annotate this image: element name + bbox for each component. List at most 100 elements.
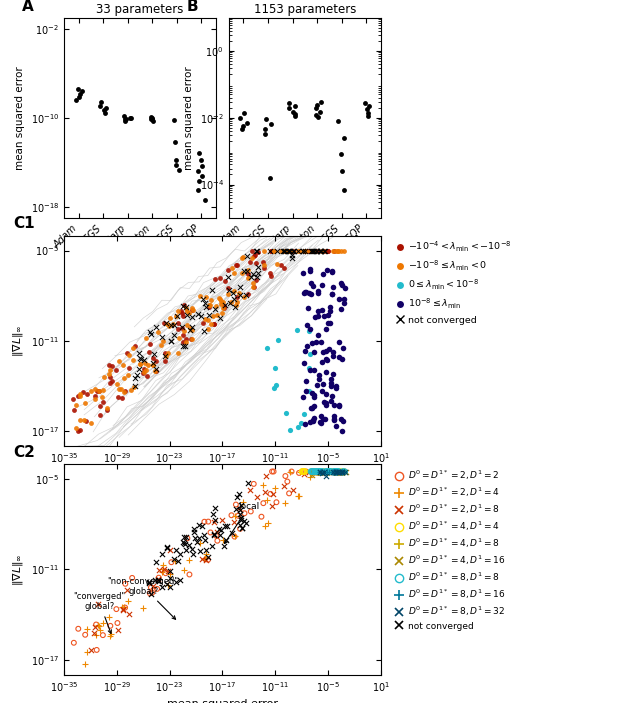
Point [312,380,322,391]
Point [318,466,328,477]
Point [331,466,341,477]
Point [220,299,230,311]
Point [94,621,104,632]
Point [313,285,323,297]
Point [230,302,240,313]
Point [197,553,207,565]
Point [193,533,204,544]
Point [316,466,326,477]
Point [292,421,303,432]
Point [262,494,272,505]
Point [237,268,248,279]
Point [160,356,170,367]
Point [246,506,256,517]
Point [332,466,342,477]
X-axis label: method: method [120,264,160,274]
Point [312,466,322,477]
Point [179,538,189,549]
Point [135,358,145,369]
Point [243,269,253,280]
Point [223,283,233,294]
Point [319,466,329,477]
Point [201,548,211,560]
Point [200,534,210,546]
Point [235,508,245,520]
Point [148,359,159,370]
Point [106,361,116,372]
Point [216,295,226,307]
Point [243,265,253,276]
Point [326,378,336,389]
Text: A: A [21,0,33,13]
Point [308,392,319,403]
Point [316,245,326,256]
Point [337,354,347,365]
Point [218,302,228,314]
Point [276,260,286,271]
Point [187,333,197,344]
Point [297,466,307,477]
Point [189,523,199,534]
Point [145,338,156,349]
Point [234,502,244,513]
Point [319,466,329,477]
Point [333,352,344,363]
Point [180,538,190,550]
Point [317,304,327,316]
Point [158,560,168,571]
Point [223,264,234,275]
Point [198,317,208,328]
Point [301,466,311,477]
Point [319,310,330,321]
Point [163,580,173,591]
Point [179,565,189,576]
Point [308,466,318,477]
Point [159,318,169,329]
Point [201,291,211,302]
Point [178,330,188,341]
Point [328,400,339,411]
Point [179,340,189,352]
Point [322,466,332,477]
Point [336,245,346,256]
Point [72,390,83,401]
Point [330,466,340,477]
Point [288,245,298,256]
Point [68,637,79,648]
Point [289,245,300,256]
Point [140,358,150,369]
Point [307,466,317,477]
Point [82,646,92,657]
Point [317,280,327,291]
Point [303,302,314,314]
Point [209,529,219,540]
Point [322,354,332,366]
Point [153,574,163,586]
Point [187,311,197,323]
Point [333,466,344,477]
Point [307,337,317,349]
Point [81,415,91,427]
Point [232,491,242,503]
Point [75,415,85,426]
Point [339,466,349,477]
Point [209,516,220,527]
Point [162,578,172,589]
Point [172,310,182,321]
Point [247,245,257,257]
Point [175,305,186,316]
Point [216,515,227,526]
Point [239,266,249,277]
Point [287,249,297,260]
Point [305,471,315,482]
Point [299,245,309,256]
Point [238,252,248,263]
Point [187,321,197,333]
Point [294,491,304,502]
Point [270,362,280,373]
Point [231,503,241,515]
Point [204,314,214,325]
Point [151,356,161,367]
Point [317,466,328,477]
Point [166,335,176,347]
